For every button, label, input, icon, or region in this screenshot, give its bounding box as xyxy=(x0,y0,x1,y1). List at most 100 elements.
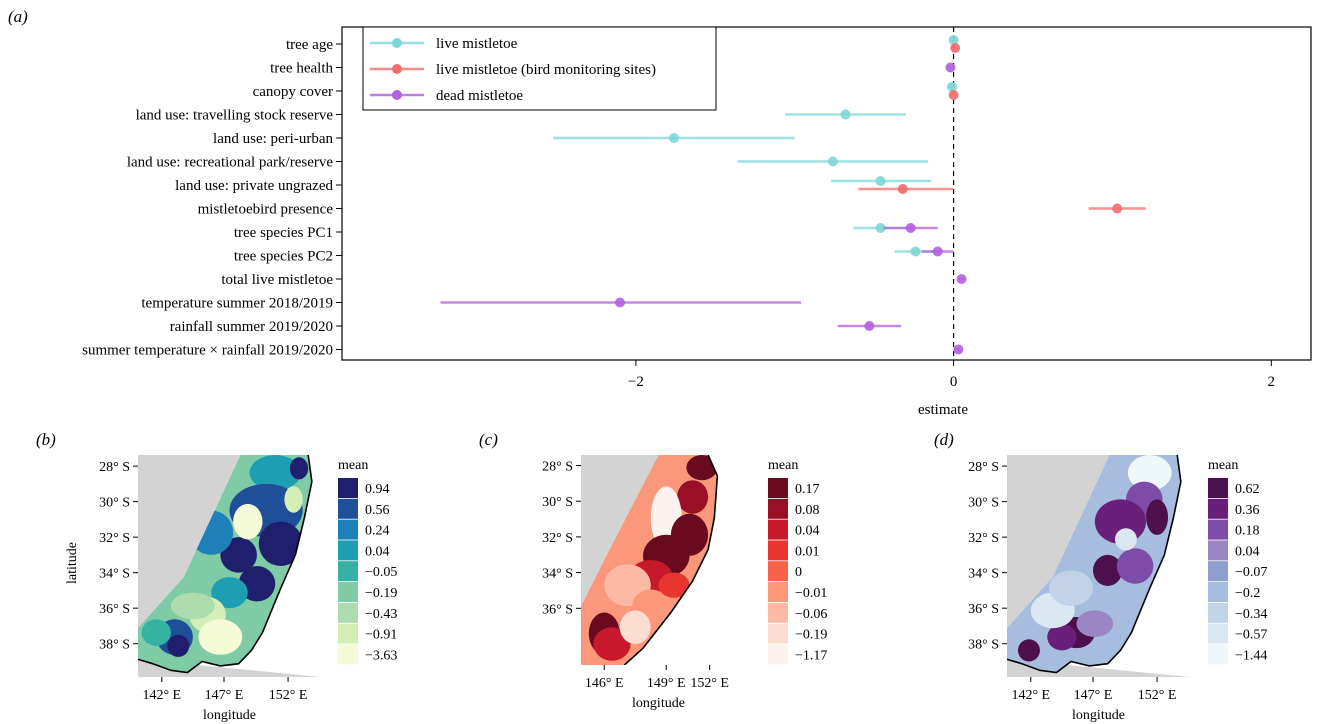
y-tick-label-mistletoebird-presence: mistletoebird presence xyxy=(198,202,334,218)
panel-d-map: (d) 28° S 30° S 32° S 34° S 36° S 38° S 142° E… xyxy=(934,430,1267,723)
y-tick-label: 28° S xyxy=(968,460,999,475)
surface-patch xyxy=(289,457,309,480)
legend-label: 0.36 xyxy=(1235,503,1260,518)
y-tick-label-rainfall-summer-2019-2020: rainfall summer 2019/2020 xyxy=(170,319,333,335)
legend-item-dead-mistletoe: dead mistletoe xyxy=(370,88,523,104)
y-tick-label-tree-species-pc1: tree species PC1 xyxy=(234,225,333,241)
point xyxy=(953,344,964,355)
x-tick-label: 146° E xyxy=(585,676,624,691)
y-tick-label: 36° S xyxy=(99,602,130,617)
legend-label: 0.56 xyxy=(365,503,390,518)
legend-swatch xyxy=(1208,498,1228,519)
legend-swatch-point xyxy=(392,38,402,48)
surface-patch xyxy=(249,455,301,491)
legend-swatch xyxy=(1208,519,1228,540)
legend-label: 0.04 xyxy=(1235,544,1260,559)
coastline xyxy=(138,455,313,674)
panel-a-coefficient-plot: (a) tree age tree health canopy cover land … xyxy=(8,7,1312,418)
legend-swatch xyxy=(768,540,788,561)
y-tick-label-temperature-summer-2018-2019: temperature summer 2018/2019 xyxy=(141,296,333,312)
legend-swatch xyxy=(1208,561,1228,582)
legend: live mistletoe live mistletoe (bird monit… xyxy=(362,26,717,111)
legend: mean 0.62 0.36 0.18 0.04 −0.07 −0.2 −0.34 −0.57 −… xyxy=(1208,458,1267,665)
axes: 28° S 30° S 32° S 34° S 36° S 38° S 142° E 147°… xyxy=(968,460,1176,723)
y-tick-label-tree-species-pc2: tree species PC2 xyxy=(234,249,333,265)
point xyxy=(948,35,959,45)
legend-swatch xyxy=(768,644,788,665)
legend-swatch xyxy=(1208,623,1228,644)
y-tick-label-land-use-peri-urban: land use: peri-urban xyxy=(213,131,333,147)
y-tick-label: 38° S xyxy=(99,638,130,653)
legend-label: live mistletoe xyxy=(436,36,518,52)
x-tick-label: 147° E xyxy=(205,688,244,703)
category-labels: tree age tree health canopy cover land use:… xyxy=(82,37,333,359)
y-tick-label-canopy-cover: canopy cover xyxy=(253,84,333,100)
coastline xyxy=(623,455,719,665)
panel-d-label: (d) xyxy=(934,430,954,449)
point xyxy=(614,297,625,308)
panel-c-map: (c) 28° S 30° S 32° S 34° S 36° S 146° E 149° … xyxy=(479,430,827,711)
legend-label: −0.34 xyxy=(1235,607,1267,622)
legend: mean 0.94 0.56 0.24 0.04 −0.05 −0.19 −0.43 −0.91… xyxy=(338,458,397,665)
x-axis-title: estimate xyxy=(918,402,968,418)
legend-swatch-point xyxy=(392,90,402,100)
legend-swatch xyxy=(768,602,788,623)
y-tick-label: 28° S xyxy=(542,460,573,475)
legend-label: −0.57 xyxy=(1235,628,1267,643)
y-tick-label: 38° S xyxy=(968,638,999,653)
legend-label: −0.07 xyxy=(1235,565,1267,580)
axes: 28° S 30° S 32° S 34° S 36° S 38° S 142° E 147°… xyxy=(99,460,307,723)
legend-label: 0.17 xyxy=(795,482,820,497)
legend-swatch xyxy=(338,623,358,644)
surface-patch xyxy=(677,480,709,514)
panel-b-label: (b) xyxy=(36,430,56,449)
point xyxy=(840,109,851,120)
legend-label: −0.01 xyxy=(795,586,827,601)
y-tick-label: 30° S xyxy=(968,496,999,511)
point xyxy=(945,62,956,73)
point xyxy=(875,176,886,186)
point xyxy=(827,156,838,167)
legend-swatch xyxy=(338,519,358,540)
y-tick-label: 34° S xyxy=(968,567,999,582)
surface-patch xyxy=(619,610,651,644)
x-tick-label: 147° E xyxy=(1074,688,1113,703)
legend-swatch xyxy=(338,582,358,602)
legend-label: 0.24 xyxy=(365,524,390,539)
y-tick-label-total-live-mistletoe: total live mistletoe xyxy=(221,272,333,288)
coastline xyxy=(1007,455,1182,674)
legend-label: 0.01 xyxy=(795,544,820,559)
y-tick-label: 30° S xyxy=(99,496,130,511)
x-tick-label: 2 xyxy=(1268,374,1276,390)
surface-patch xyxy=(1146,499,1169,535)
legend-label: 0.94 xyxy=(365,482,390,497)
y-tick-label: 32° S xyxy=(968,531,999,546)
legend-swatch xyxy=(768,561,788,582)
x-tick-label: −2 xyxy=(628,374,644,390)
x-tick-label: 152° E xyxy=(690,676,729,691)
panel-b-map: (b) latitude 28° S 30° S 32° S 34° S 36° S 38… xyxy=(36,430,397,723)
legend-swatch xyxy=(338,540,358,561)
point xyxy=(897,184,908,194)
surface-patch xyxy=(1093,554,1123,586)
legend-label: −0.91 xyxy=(365,628,397,643)
legend-label: −0.19 xyxy=(795,628,827,643)
surface-patch xyxy=(1114,528,1137,551)
point xyxy=(946,82,957,92)
y-tick-label: 30° S xyxy=(542,495,573,510)
y-tick-label: 34° S xyxy=(99,567,130,582)
surface-patch xyxy=(1047,623,1077,651)
x-tick-label: 152° E xyxy=(1138,688,1177,703)
point xyxy=(875,223,886,233)
series-marks xyxy=(440,35,1146,355)
y-tick-label-land-use-private-ungrazed: land use: private ungrazed xyxy=(175,178,333,194)
y-tick-label: 32° S xyxy=(542,531,573,546)
x-tick-label: 149° E xyxy=(647,676,686,691)
legend-swatch xyxy=(1208,478,1228,498)
plot-frame xyxy=(341,26,1312,361)
legend-swatch xyxy=(1208,540,1228,561)
surface-patch xyxy=(170,592,215,620)
surface-patch xyxy=(167,634,190,658)
surface-patch xyxy=(220,537,257,573)
point xyxy=(1112,203,1123,214)
